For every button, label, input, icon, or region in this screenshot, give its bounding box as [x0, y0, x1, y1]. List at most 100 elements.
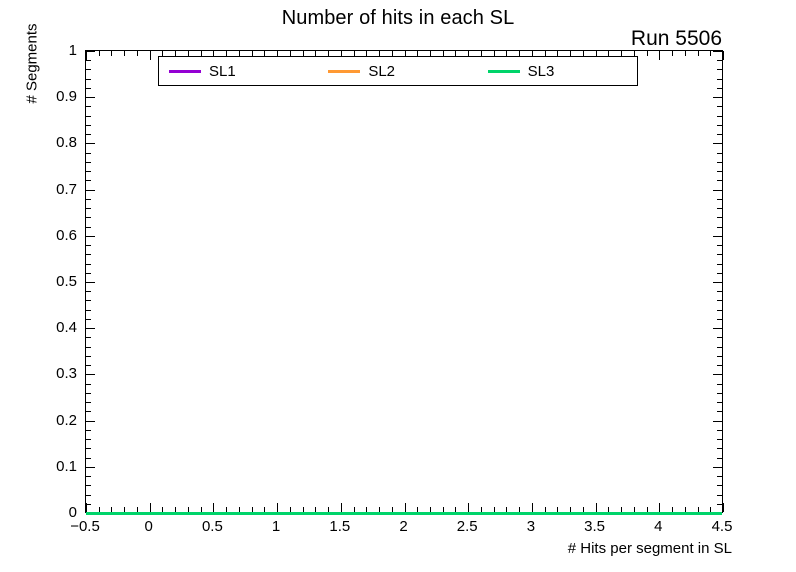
x-axis-major-tick: [150, 503, 151, 512]
x-axis-minor-tick: [175, 51, 176, 56]
x-axis-tick-label: 1.5: [329, 518, 351, 535]
y-axis-major-tick: [86, 51, 95, 52]
y-axis-tick-label: 0.7: [56, 180, 77, 198]
y-axis-title: # Segments: [23, 23, 41, 104]
page-title: Number of hits in each SL: [281, 7, 515, 29]
y-axis-major-tick: [713, 467, 722, 468]
x-axis-major-tick: [341, 503, 342, 512]
y-axis-minor-tick: [86, 476, 91, 477]
y-axis-tick-label: 0.9: [56, 88, 77, 106]
y-axis-minor-tick: [86, 180, 91, 181]
y-axis-minor-tick: [717, 199, 722, 200]
y-axis-minor-tick: [86, 264, 91, 265]
y-axis-minor-tick: [86, 162, 91, 163]
y-axis-major-tick: [713, 328, 722, 329]
y-axis-minor-tick: [86, 125, 91, 126]
x-axis-minor-tick: [608, 51, 609, 56]
y-axis-minor-tick: [717, 476, 722, 477]
y-axis-minor-tick: [717, 273, 722, 274]
legend-entry-sl1[interactable]: SL1: [159, 64, 318, 79]
x-axis-minor-tick: [455, 507, 456, 512]
x-axis-minor-tick: [621, 51, 622, 56]
x-axis-minor-tick: [111, 51, 112, 56]
x-axis-minor-tick: [583, 51, 584, 56]
y-axis-minor-tick: [717, 208, 722, 209]
x-axis-tick-label: 4: [654, 518, 663, 535]
y-axis-tick-label: 0.2: [56, 411, 77, 429]
y-axis-major-tick: [713, 374, 722, 375]
y-axis-minor-tick: [717, 356, 722, 357]
x-axis-minor-tick: [315, 51, 316, 56]
y-axis-minor-tick: [86, 69, 91, 70]
x-axis-tick-label: 3.5: [584, 518, 606, 535]
y-axis-minor-tick: [717, 504, 722, 505]
x-axis-minor-tick: [99, 51, 100, 56]
x-axis-minor-tick: [570, 507, 571, 512]
y-axis-major-tick: [713, 143, 722, 144]
x-axis-minor-tick: [570, 51, 571, 56]
y-axis-minor-tick: [717, 162, 722, 163]
y-axis-tick-label: 0.6: [56, 226, 77, 244]
y-axis-minor-tick: [86, 458, 91, 459]
x-axis-minor-tick: [557, 507, 558, 512]
legend[interactable]: SL1 SL2 SL3: [158, 56, 638, 86]
x-axis-minor-tick: [137, 507, 138, 512]
y-axis-minor-tick: [717, 448, 722, 449]
x-axis-minor-tick: [545, 51, 546, 56]
x-axis-minor-tick: [647, 51, 648, 56]
x-axis-minor-tick: [239, 51, 240, 56]
y-axis-major-tick: [86, 236, 95, 237]
x-axis-minor-tick: [162, 507, 163, 512]
x-axis-minor-tick: [634, 51, 635, 56]
x-axis-major-tick: [86, 51, 87, 60]
y-axis-minor-tick: [717, 384, 722, 385]
x-axis-major-tick: [213, 51, 214, 60]
legend-label: SL3: [527, 62, 555, 80]
legend-swatch-sl2: [328, 69, 361, 73]
y-axis-minor-tick: [717, 227, 722, 228]
y-axis-minor-tick: [86, 448, 91, 449]
x-axis-major-tick: [277, 503, 278, 512]
x-axis-tick-label: 2: [399, 518, 408, 535]
y-axis-minor-tick: [717, 439, 722, 440]
y-axis-minor-tick: [717, 116, 722, 117]
y-axis-major-tick: [86, 143, 95, 144]
y-axis-minor-tick: [717, 310, 722, 311]
y-axis-minor-tick: [717, 495, 722, 496]
x-axis-minor-tick: [99, 507, 100, 512]
y-axis-minor-tick: [717, 60, 722, 61]
x-axis-minor-tick: [303, 507, 304, 512]
y-axis-minor-tick: [717, 430, 722, 431]
x-axis-minor-tick: [672, 51, 673, 56]
y-axis-minor-tick: [86, 134, 91, 135]
x-axis-minor-tick: [366, 507, 367, 512]
y-axis-minor-tick: [717, 365, 722, 366]
x-axis-minor-tick: [519, 507, 520, 512]
legend-entry-sl2[interactable]: SL2: [318, 64, 477, 79]
y-axis-minor-tick: [717, 171, 722, 172]
x-axis-minor-tick: [379, 51, 380, 56]
x-axis-minor-tick: [188, 507, 189, 512]
x-axis-minor-tick: [481, 507, 482, 512]
legend-entry-sl3[interactable]: SL3: [478, 64, 637, 79]
y-axis-minor-tick: [717, 254, 722, 255]
y-axis-minor-tick: [717, 88, 722, 89]
legend-swatch-sl3: [487, 69, 520, 73]
y-axis-minor-tick: [717, 125, 722, 126]
x-axis-minor-tick: [252, 51, 253, 56]
y-axis-major-tick: [86, 190, 95, 191]
y-axis-major-tick: [86, 282, 95, 283]
y-axis-minor-tick: [717, 79, 722, 80]
y-axis-minor-tick: [717, 319, 722, 320]
y-axis-minor-tick: [86, 485, 91, 486]
x-axis-minor-tick: [264, 507, 265, 512]
y-axis-minor-tick: [86, 60, 91, 61]
x-axis-minor-tick: [430, 51, 431, 56]
y-axis-major-tick: [86, 467, 95, 468]
x-axis-tick-label: 0.5: [201, 518, 223, 535]
x-axis-major-tick: [86, 503, 87, 512]
y-axis-minor-tick: [86, 319, 91, 320]
y-axis-minor-tick: [717, 291, 722, 292]
y-axis-minor-tick: [86, 171, 91, 172]
x-axis-minor-tick: [290, 51, 291, 56]
